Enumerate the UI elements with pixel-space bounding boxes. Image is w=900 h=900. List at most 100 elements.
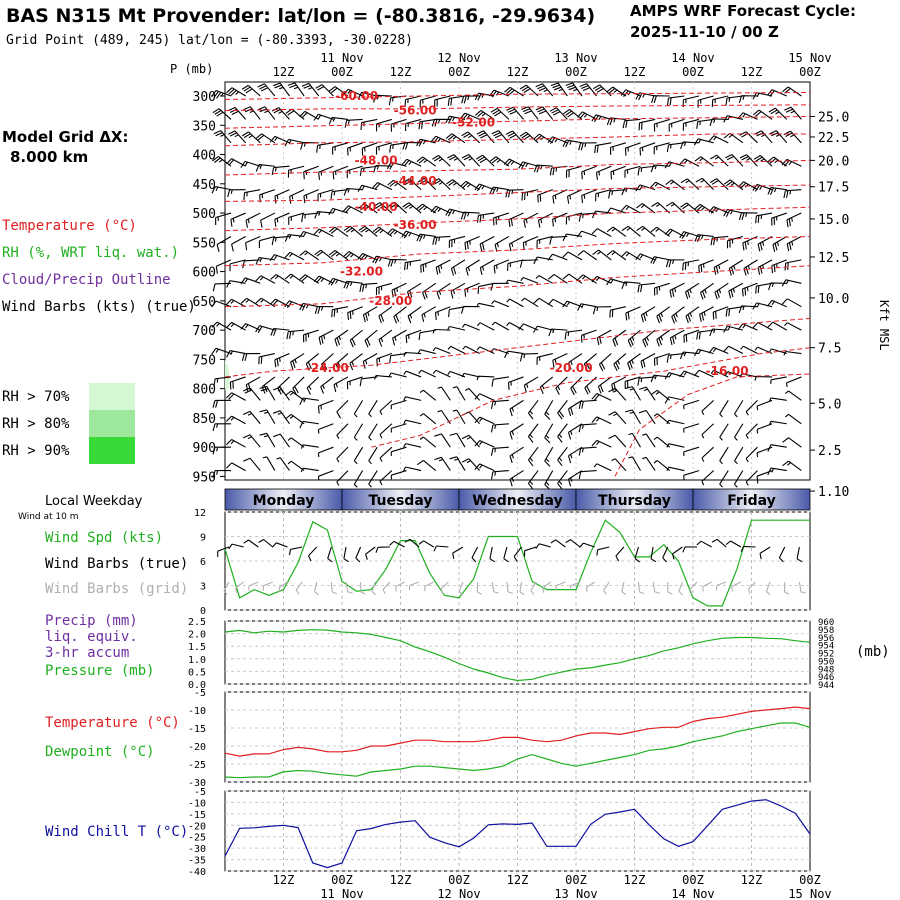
wind-barb xyxy=(734,400,744,418)
wind-barb xyxy=(584,376,597,395)
wind-barb-shaft xyxy=(741,282,758,297)
wind-barb xyxy=(299,250,320,261)
wind-barb xyxy=(240,160,261,169)
wind-barb xyxy=(336,470,349,486)
wind-barb xyxy=(535,106,554,120)
wind-barb-shaft xyxy=(417,349,436,355)
wind-barb xyxy=(276,457,290,471)
wind-barb xyxy=(299,397,319,406)
wind-barb-shaft xyxy=(701,446,714,462)
wind-barb xyxy=(650,256,670,265)
temperature-contour-label: -48.00 xyxy=(355,153,398,167)
wind-barb xyxy=(435,259,451,275)
wind-barb xyxy=(333,376,349,393)
wind-barb-shaft xyxy=(504,86,524,97)
wind-barb-shaft xyxy=(269,135,290,144)
wind-barb xyxy=(228,130,247,144)
wind-barb-shaft xyxy=(694,234,714,243)
wind-barb-shaft xyxy=(489,89,510,98)
wind-barb-shaft xyxy=(547,136,568,145)
wind-barb-shaft xyxy=(745,446,758,463)
wind-barb-shaft xyxy=(334,329,349,347)
wind-barb-shaft xyxy=(506,298,524,308)
wind-barb xyxy=(230,212,246,227)
wind-barb xyxy=(694,156,714,167)
wind-barb xyxy=(255,257,275,265)
wind-barb-shaft xyxy=(308,546,318,562)
wind-barb xyxy=(448,235,466,248)
wind-barb xyxy=(447,345,466,355)
wind-barb xyxy=(228,543,244,550)
wind-barb-shaft xyxy=(403,443,422,448)
wind-barb-shaft xyxy=(621,581,627,596)
wind-barb xyxy=(711,95,729,108)
wind-barb-shaft xyxy=(242,457,261,471)
wind-barb xyxy=(440,581,449,594)
pressure-tick-label: 550 xyxy=(193,236,216,251)
wind-barb xyxy=(505,130,524,144)
wind-barb-shaft xyxy=(666,142,685,153)
wind-barb xyxy=(699,282,714,300)
wind-barb-shaft xyxy=(353,446,364,465)
wind-barb xyxy=(491,376,509,387)
wind-barb-shaft xyxy=(490,107,510,120)
wind-barb xyxy=(344,118,363,128)
kft-ticks: 25.022.520.017.515.012.510.07.55.02.51.1… xyxy=(810,110,849,500)
panel-y-tick-label: 6 xyxy=(200,557,206,568)
wind-barb xyxy=(509,446,524,464)
wind-barb-shaft xyxy=(407,306,422,324)
wind-barb xyxy=(303,189,319,204)
pressure-label: Pressure (mb) xyxy=(45,663,155,679)
wind-barb xyxy=(401,230,422,239)
wind-barb-shaft xyxy=(627,329,641,348)
wind-barb-shaft xyxy=(314,581,319,596)
wind-barb xyxy=(331,306,349,318)
wind-barb-shaft xyxy=(376,353,393,367)
wind-barb xyxy=(650,164,670,173)
wind-barb-shaft xyxy=(506,106,524,120)
wind-barb-shaft xyxy=(328,86,349,97)
wind-barb xyxy=(320,376,334,394)
wind-barb xyxy=(725,540,742,548)
wind-barb-shaft xyxy=(786,212,802,228)
pressure-line xyxy=(224,629,811,682)
wind-barb xyxy=(638,409,656,425)
grid-point-subtitle: Grid Point (489, 245) lat/lon = (-80.339… xyxy=(6,33,413,48)
bottom-date-label: 11 Nov xyxy=(320,887,363,900)
wind-barb xyxy=(358,203,378,214)
wind-barb-shaft xyxy=(300,467,319,473)
wind-barb-shaft xyxy=(212,399,232,408)
wind-barb-shaft xyxy=(490,399,509,410)
wind-barb xyxy=(754,130,773,144)
wind-barb xyxy=(273,433,290,448)
wind-barb-shaft xyxy=(767,444,787,452)
wind-barb-shaft xyxy=(745,399,758,416)
wind-barb-shaft xyxy=(314,249,334,261)
wind-at-10m-label: Wind at 10 m xyxy=(18,512,78,522)
wind-barb xyxy=(445,115,466,124)
wind-barb-shaft xyxy=(462,345,480,355)
wind-barb xyxy=(271,165,290,176)
wind-barb-shaft xyxy=(379,423,393,439)
wind-barb-shaft xyxy=(742,235,758,251)
wind-barb xyxy=(723,325,744,333)
wind-barb xyxy=(215,212,232,226)
wind-barb xyxy=(461,458,481,471)
wind-barb xyxy=(419,95,436,108)
wind-barb xyxy=(300,444,319,449)
wind-barb-shaft xyxy=(387,258,407,267)
temp-panel-legend: Temperature (°C) Dewpoint (°C) xyxy=(45,715,180,760)
wind-barb xyxy=(390,423,407,433)
wind-barb xyxy=(768,397,787,402)
wind-barb-shaft xyxy=(358,203,378,214)
top-hour-label: 12Z xyxy=(741,65,763,79)
wind-barb-shaft xyxy=(368,470,378,488)
bottom-date-label: 15 Nov xyxy=(788,887,831,900)
wind-barb xyxy=(474,183,495,192)
wind-barb-shaft xyxy=(537,189,553,203)
wind-barb-shaft xyxy=(213,130,232,144)
wind-barb-shaft xyxy=(638,386,656,401)
wind-barb xyxy=(507,376,524,390)
wind-barb-shaft xyxy=(611,458,627,471)
